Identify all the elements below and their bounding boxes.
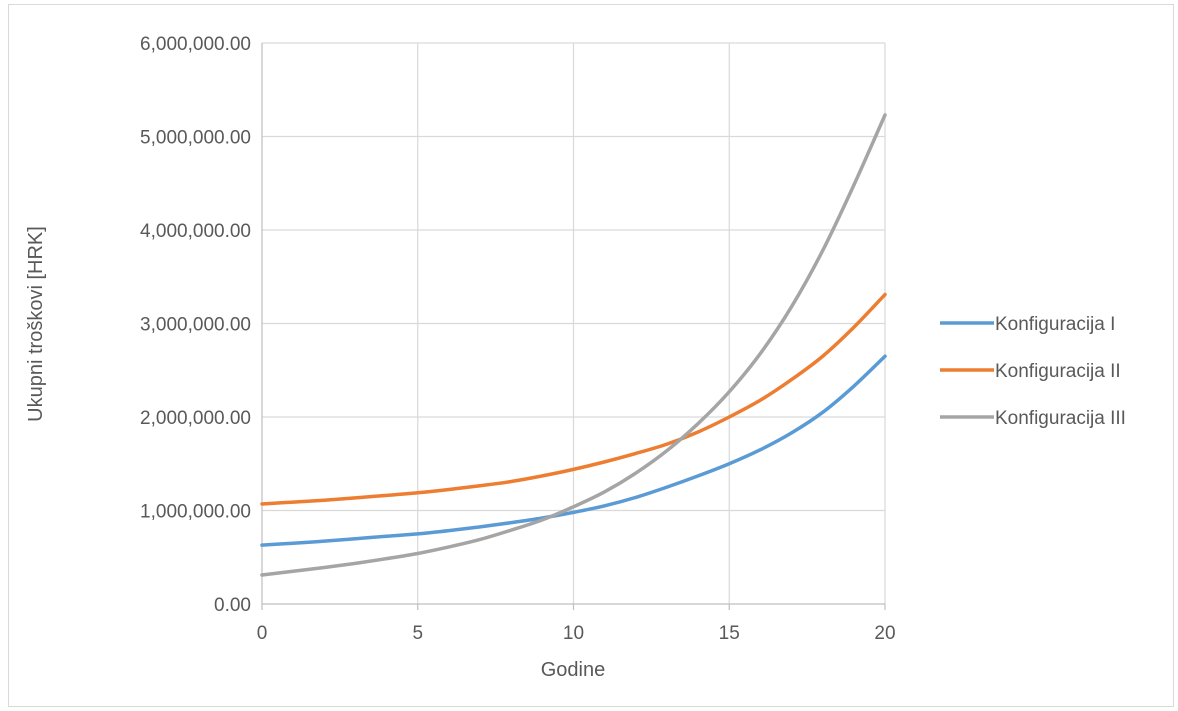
y-axis-ticks: 0.00 1,000,000.00 2,000,000.00 3,000,000.00… bbox=[140, 34, 251, 616]
y-tick-label: 5,000,000.00 bbox=[140, 128, 251, 149]
y-axis-title: Ukupni troškovi [HRK] bbox=[25, 226, 47, 422]
x-tick-label: 5 bbox=[412, 623, 423, 644]
legend: Konfiguracija I Konfiguracija II Konfigura… bbox=[940, 314, 1126, 429]
y-tick-label: 3,000,000.00 bbox=[140, 315, 251, 336]
x-tick-label: 10 bbox=[563, 623, 584, 644]
y-tick-label: 1,000,000.00 bbox=[140, 502, 251, 523]
series-line-2 bbox=[260, 292, 887, 506]
chart-frame bbox=[8, 4, 1174, 707]
legend-label: Konfiguracija III bbox=[995, 408, 1126, 429]
legend-label: Konfiguracija II bbox=[995, 361, 1121, 382]
legend-entry: Konfiguracija I bbox=[940, 314, 1115, 335]
x-tick-label: 0 bbox=[257, 623, 268, 644]
x-tick-label: 15 bbox=[719, 623, 740, 644]
series-lines bbox=[260, 113, 887, 577]
x-tick-label: 20 bbox=[874, 623, 895, 644]
series-line-1 bbox=[260, 354, 887, 547]
gridlines bbox=[262, 42, 886, 604]
series-line-3 bbox=[260, 113, 887, 577]
x-axis-title: Godine bbox=[541, 659, 606, 681]
legend-entry: Konfiguracija III bbox=[940, 408, 1126, 429]
legend-entry: Konfiguracija II bbox=[940, 361, 1121, 382]
x-axis-ticks: 0 5 10 15 20 bbox=[257, 604, 896, 644]
y-tick-label: 2,000,000.00 bbox=[140, 408, 251, 429]
y-tick-label: 0.00 bbox=[214, 595, 251, 616]
y-tick-label: 4,000,000.00 bbox=[140, 221, 251, 242]
legend-label: Konfiguracija I bbox=[995, 314, 1115, 335]
y-tick-label: 6,000,000.00 bbox=[140, 34, 251, 55]
